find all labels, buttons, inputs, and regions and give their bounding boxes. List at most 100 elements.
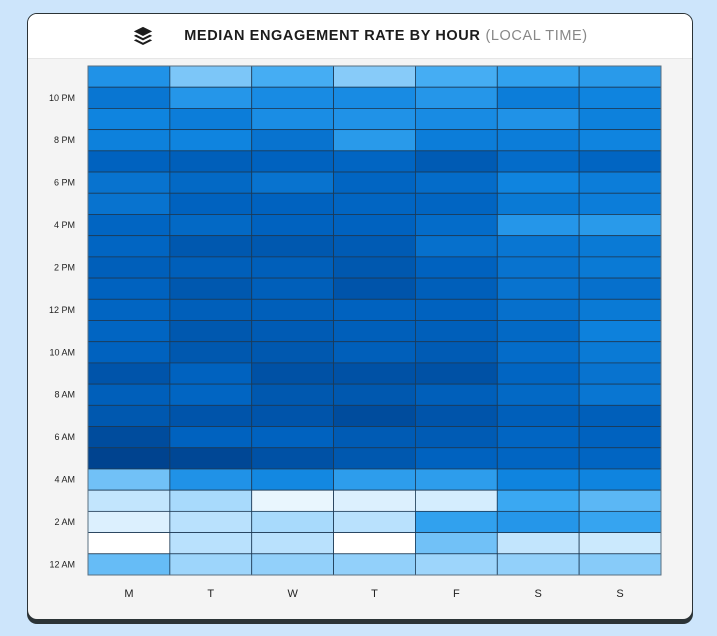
heatmap-cell: [496, 150, 580, 173]
x-tick-label: T: [371, 588, 378, 600]
heatmap-cell: [251, 341, 334, 364]
heatmap-cell: [496, 362, 580, 385]
x-tick-label: W: [287, 588, 298, 600]
heatmap-cell: [578, 214, 662, 237]
heatmap-cell: [87, 235, 171, 258]
heatmap-cell: [496, 447, 580, 470]
heatmap-cell: [251, 532, 334, 555]
y-tick-label: 2 PM: [54, 262, 75, 272]
heatmap-cell: [169, 383, 253, 406]
heatmap-cell: [496, 108, 580, 131]
heatmap-cell: [87, 150, 171, 173]
heatmap-cell: [333, 298, 416, 321]
heatmap-cell: [87, 510, 171, 533]
heatmap-cell: [578, 532, 662, 555]
heatmap-cell: [578, 341, 662, 364]
heatmap-cell: [496, 256, 580, 279]
heatmap-cell: [333, 171, 416, 194]
heatmap-cell: [578, 108, 662, 131]
heatmap-cell: [333, 426, 416, 449]
heatmap-cell: [415, 129, 498, 152]
y-tick-label: 8 AM: [54, 390, 75, 400]
heatmap-cell: [251, 214, 334, 237]
heatmap-cell: [333, 108, 416, 131]
heatmap-cell: [496, 489, 580, 512]
heatmap-cell: [415, 404, 498, 427]
heatmap-cell: [333, 320, 416, 343]
y-tick-label: 12 AM: [49, 559, 75, 569]
heatmap-cell: [496, 65, 580, 88]
heatmap-cell: [333, 65, 416, 88]
heatmap-cell: [415, 192, 498, 215]
heatmap-cell: [87, 171, 171, 194]
heatmap-cell: [415, 489, 498, 512]
heatmap-cell: [578, 256, 662, 279]
heatmap-cell: [415, 383, 498, 406]
heatmap-cell: [578, 404, 662, 427]
heatmap-cell: [415, 277, 498, 300]
x-tick-label: F: [453, 588, 460, 600]
heatmap-cell: [415, 426, 498, 449]
chart-title: MEDIAN ENGAGEMENT RATE BY HOUR: [184, 28, 481, 44]
heatmap-cell: [496, 277, 580, 300]
heatmap-cell: [333, 447, 416, 470]
heatmap-cell: [169, 404, 253, 427]
heatmap-cell: [578, 86, 662, 109]
heatmap-cell: [87, 447, 171, 470]
heatmap-cell: [169, 192, 253, 215]
heatmap-cell: [415, 532, 498, 555]
heatmap-cell: [578, 65, 662, 88]
heatmap-cell: [415, 298, 498, 321]
heatmap-cell: [496, 171, 580, 194]
heatmap-cell: [415, 150, 498, 173]
heatmap-cell: [333, 150, 416, 173]
heatmap-cell: [578, 298, 662, 321]
heatmap-cell: [333, 86, 416, 109]
heatmap-cell: [251, 489, 334, 512]
heatmap-cell: [578, 150, 662, 173]
heatmap-cell: [251, 192, 334, 215]
y-tick-label: 2 AM: [54, 517, 75, 527]
heatmap-cell: [87, 65, 171, 88]
heatmap-cell: [415, 214, 498, 237]
heatmap-cell: [578, 510, 662, 533]
heatmap-cell: [496, 192, 580, 215]
heatmap-cell: [578, 277, 662, 300]
heatmap-cell: [251, 298, 334, 321]
y-tick-label: 10 AM: [49, 347, 75, 357]
heatmap-cell: [496, 553, 580, 576]
heatmap-cell: [251, 447, 334, 470]
heatmap-cell: [496, 404, 580, 427]
heatmap-cell: [251, 65, 334, 88]
heatmap-cell: [496, 383, 580, 406]
heatmap-cell: [333, 468, 416, 491]
chart-header: MEDIAN ENGAGEMENT RATE BY HOUR (LOCAL TI…: [28, 14, 692, 59]
heatmap-cell: [87, 426, 171, 449]
heatmap-cell: [169, 129, 253, 152]
heatmap-cell: [87, 532, 171, 555]
stacked-layers-icon: [134, 26, 153, 45]
heatmap-cell: [415, 235, 498, 258]
heatmap-cell: [333, 404, 416, 427]
heatmap-cell: [496, 320, 580, 343]
heatmap-cell: [87, 192, 171, 215]
heatmap-cell: [169, 447, 253, 470]
heatmap-cell: [251, 426, 334, 449]
plot-border: [87, 65, 662, 576]
heatmap-cell: [87, 362, 171, 385]
chart-subtitle: (LOCAL TIME): [485, 28, 588, 44]
x-tick-label: T: [207, 588, 214, 600]
y-tick-label: 6 PM: [54, 178, 75, 188]
heatmap-cell: [169, 256, 253, 279]
heatmap-cell: [169, 171, 253, 194]
y-tick-label: 4 AM: [54, 475, 75, 485]
heatmap-cell: [169, 277, 253, 300]
heatmap-cell: [415, 320, 498, 343]
heatmap-cell: [578, 235, 662, 258]
heatmap-cell: [251, 235, 334, 258]
heatmap-cell: [415, 553, 498, 576]
x-tick-label: S: [616, 588, 623, 600]
heatmap-cell: [87, 383, 171, 406]
heatmap-cell: [496, 129, 580, 152]
